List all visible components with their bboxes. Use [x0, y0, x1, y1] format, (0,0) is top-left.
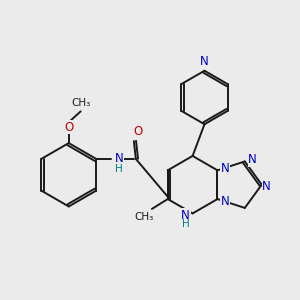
Text: N: N — [221, 162, 230, 175]
Text: N: N — [248, 153, 257, 166]
Text: H: H — [182, 219, 190, 229]
Text: N: N — [262, 180, 271, 193]
Text: O: O — [133, 125, 142, 138]
Text: N: N — [200, 55, 209, 68]
Text: O: O — [64, 121, 74, 134]
Text: CH₃: CH₃ — [134, 212, 154, 222]
Text: N: N — [181, 209, 190, 222]
Text: N: N — [115, 152, 123, 165]
Text: CH₃: CH₃ — [71, 98, 90, 108]
Text: N: N — [221, 194, 230, 208]
Text: H: H — [115, 164, 123, 174]
